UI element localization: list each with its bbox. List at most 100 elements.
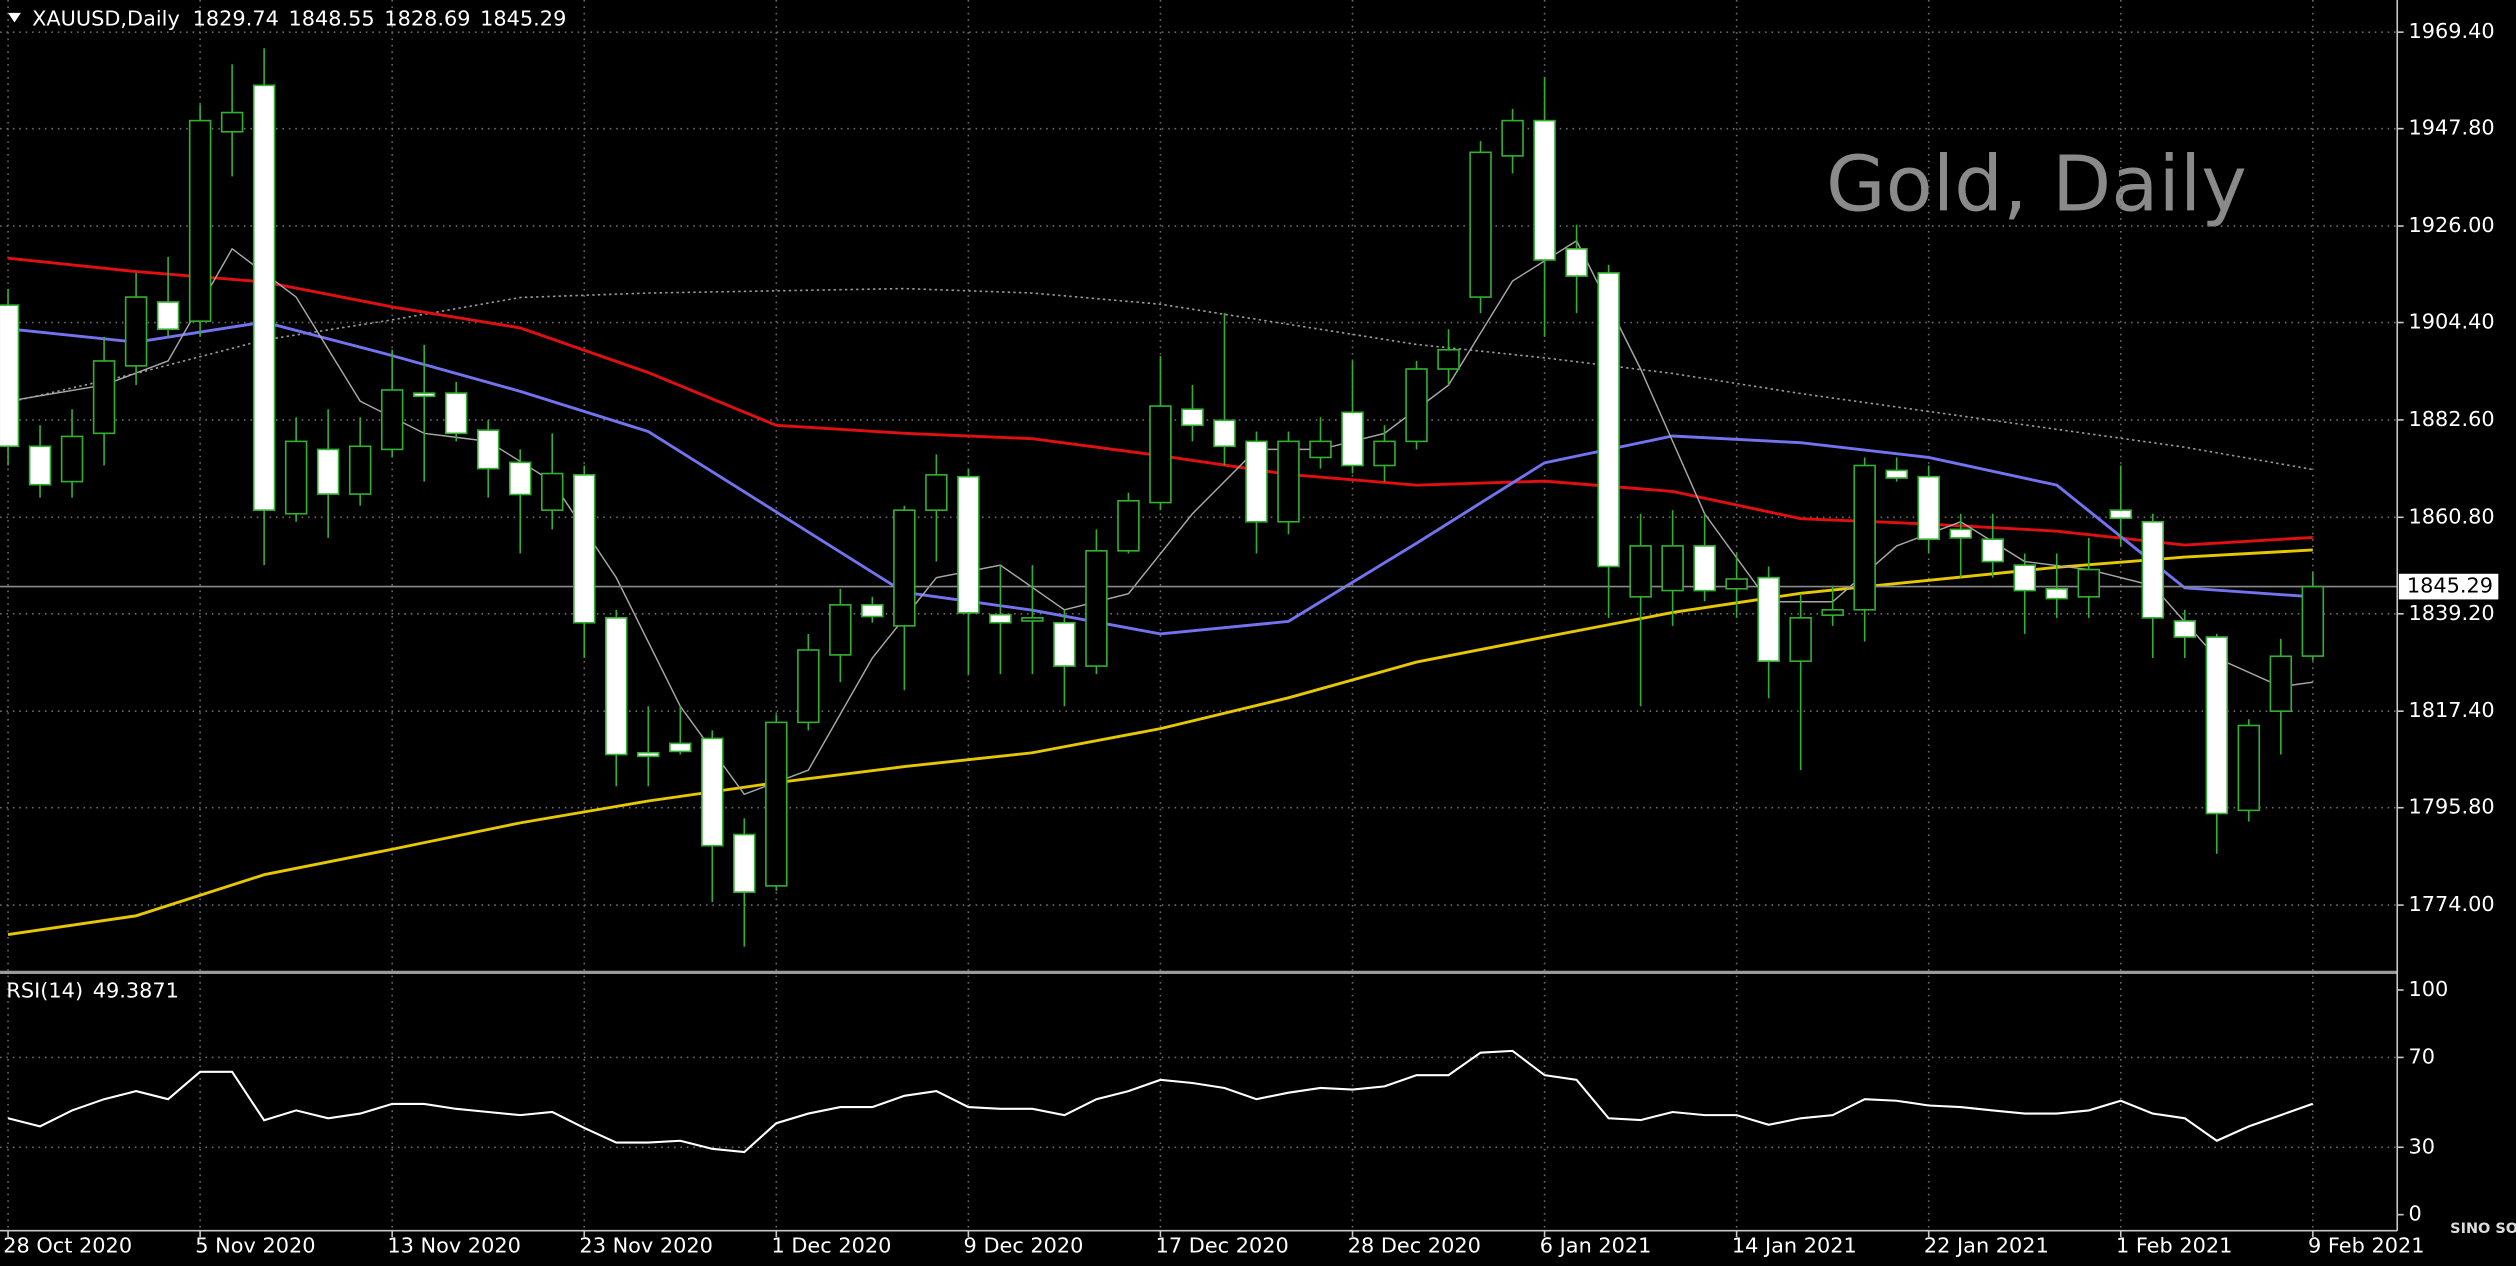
candle-body xyxy=(2045,587,2068,600)
x-tick-label: 28 Dec 2020 xyxy=(1348,1234,1481,1258)
candle-body xyxy=(1245,440,1268,523)
moving-average xyxy=(7,287,2313,471)
candle-body xyxy=(1149,405,1172,504)
candle-body xyxy=(573,474,596,624)
candle-body xyxy=(348,445,372,495)
header-open: 1829.74 xyxy=(193,6,279,30)
rsi-title: RSI(14) xyxy=(6,979,83,1003)
x-tick-label: 5 Nov 2020 xyxy=(195,1234,315,1258)
candle-body xyxy=(1757,576,1780,662)
header-high: 1848.55 xyxy=(288,6,374,30)
y-tick-label: 30 xyxy=(2408,1134,2435,1158)
y-tick-label: 70 xyxy=(2408,1044,2435,1068)
candle-body xyxy=(861,604,884,618)
candle-body xyxy=(476,429,500,470)
grid xyxy=(0,0,2398,1231)
candle-body xyxy=(412,392,436,398)
x-tick-label: 13 Nov 2020 xyxy=(387,1234,521,1258)
candle-body xyxy=(669,742,692,753)
x-tick-label: 28 Oct 2020 xyxy=(3,1234,132,1258)
watermark: Gold, Daily xyxy=(1826,140,2247,229)
candle-body xyxy=(1597,272,1620,568)
rsi-line xyxy=(7,1049,2314,1154)
candle-body xyxy=(1469,151,1492,298)
candle-body xyxy=(1405,368,1428,443)
price-tag xyxy=(2398,573,2499,600)
x-tick-label: 1 Feb 2021 xyxy=(2116,1234,2232,1258)
candle-body xyxy=(1277,440,1300,523)
candle-body xyxy=(28,445,52,486)
x-tick-label: 1 Dec 2020 xyxy=(771,1234,891,1258)
y-tick-label: 1926.00 xyxy=(2408,213,2494,237)
candle-body xyxy=(444,392,468,435)
candle-body xyxy=(1917,475,1940,541)
candle-body xyxy=(1373,440,1396,467)
candle-body xyxy=(605,617,628,756)
y-tick-label: 1860.80 xyxy=(2408,504,2494,528)
candle-body xyxy=(957,475,980,614)
candle-body xyxy=(1053,621,1076,667)
candle-body xyxy=(1117,499,1140,552)
candle-body xyxy=(1853,464,1876,611)
y-tick-label: 0 xyxy=(2408,1202,2421,1226)
candle-body xyxy=(1949,528,1972,539)
candle-body xyxy=(1501,119,1524,157)
candle-body xyxy=(1885,469,1908,479)
candle-body xyxy=(1309,440,1332,459)
rsi-header: RSI(14) 49.3871 xyxy=(6,979,178,1003)
moving-average xyxy=(7,548,2313,937)
symbol: XAUUSD,Daily xyxy=(32,6,180,30)
x-tick-label: 17 Dec 2020 xyxy=(1156,1234,1289,1258)
candle-body xyxy=(2109,509,2133,520)
y-tick-label: 1795.80 xyxy=(2408,795,2494,819)
candle-body xyxy=(2237,724,2261,812)
header-close: 1845.29 xyxy=(480,6,566,30)
candle-body xyxy=(188,119,212,322)
y-tick-label: 1904.40 xyxy=(2408,310,2494,334)
x-tick-label: 14 Jan 2021 xyxy=(1732,1234,1857,1258)
candle-body xyxy=(1213,419,1236,448)
candle-body xyxy=(541,472,564,511)
rsi-pane xyxy=(7,1049,2314,1154)
candle-body xyxy=(1725,578,1748,590)
candle-body xyxy=(2013,564,2036,592)
candle-body xyxy=(829,604,852,656)
candle-body xyxy=(1565,248,1588,277)
candle-body xyxy=(797,649,820,724)
x-tick-label: 6 Jan 2021 xyxy=(1540,1234,1652,1258)
candle-body xyxy=(2141,520,2165,619)
candle-body xyxy=(2077,568,2100,598)
candle-body xyxy=(1821,608,1844,616)
y-tick-label: 1817.40 xyxy=(2408,698,2494,722)
menu-arrow[interactable] xyxy=(8,12,21,23)
x-tick-label: 9 Dec 2020 xyxy=(964,1234,1084,1258)
candle-body xyxy=(380,389,404,451)
candle-body xyxy=(893,509,916,627)
candle-body xyxy=(252,84,276,511)
candle-body xyxy=(1021,617,1044,622)
candle-body xyxy=(1085,550,1108,667)
candle-body xyxy=(1437,348,1460,370)
candle-body xyxy=(1533,119,1556,261)
x-tick-label: 23 Nov 2020 xyxy=(579,1234,713,1258)
y-tick-label: 1774.00 xyxy=(2408,892,2494,916)
y-tick-label: 100 xyxy=(2408,977,2448,1001)
candle-body xyxy=(124,296,148,367)
y-tick-label: 1969.40 xyxy=(2408,19,2494,43)
candle-body xyxy=(925,474,948,511)
candle-body xyxy=(0,304,20,448)
candle-body xyxy=(1629,545,1652,598)
header-low: 1828.69 xyxy=(384,6,470,30)
candle-body xyxy=(1341,411,1364,467)
rsi-current: 49.3871 xyxy=(93,979,179,1003)
axes: 1969.40 1947.80 1926.00 1904.40 1882.60 1860.… xyxy=(3,19,2494,1258)
candle-body xyxy=(2269,655,2293,713)
candle-body xyxy=(220,111,244,133)
y-tick-label: 1947.80 xyxy=(2408,116,2494,140)
candle-body xyxy=(637,751,660,758)
candles xyxy=(0,48,2325,947)
candle-body xyxy=(765,721,788,887)
x-tick-label: 22 Jan 2021 xyxy=(1924,1234,2049,1258)
